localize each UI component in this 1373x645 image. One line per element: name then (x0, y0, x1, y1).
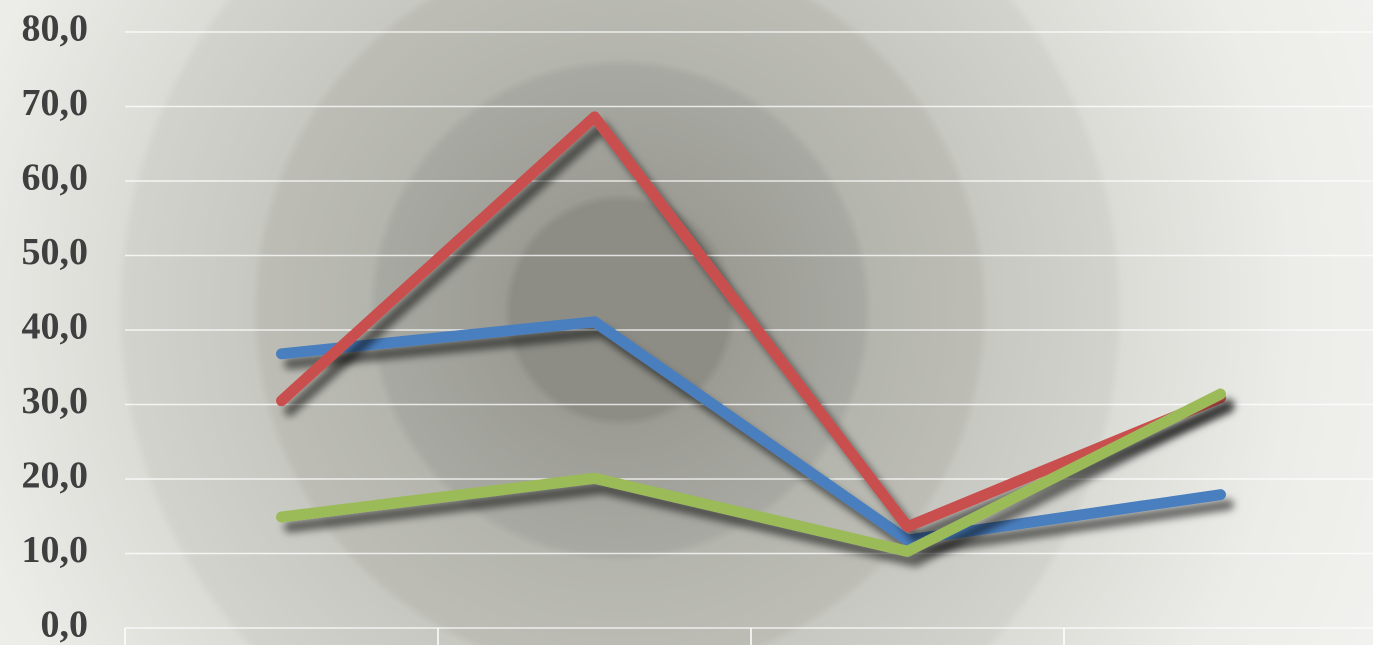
plot (276, 111, 1226, 557)
y-tick-label: 60,0 (22, 157, 89, 199)
y-tick-label: 20,0 (22, 455, 89, 497)
y-tick-label: 0,0 (41, 604, 89, 645)
y-tick-label: 40,0 (22, 306, 89, 348)
y-tick-label: 10,0 (22, 529, 89, 571)
series-line (276, 316, 1226, 546)
y-tick-label: 50,0 (22, 231, 89, 273)
series-line (276, 388, 1226, 557)
series-line (276, 111, 1226, 533)
y-tick-label: 70,0 (22, 82, 89, 124)
y-tick-label: 80,0 (22, 8, 89, 50)
grid (125, 31, 1373, 629)
y-axis: 0,0 10,0 20,0 30,0 40,0 50,0 60,0 70,0 80,0 (22, 8, 89, 645)
category-separators (124, 628, 1065, 645)
y-tick-label: 30,0 (22, 380, 89, 422)
